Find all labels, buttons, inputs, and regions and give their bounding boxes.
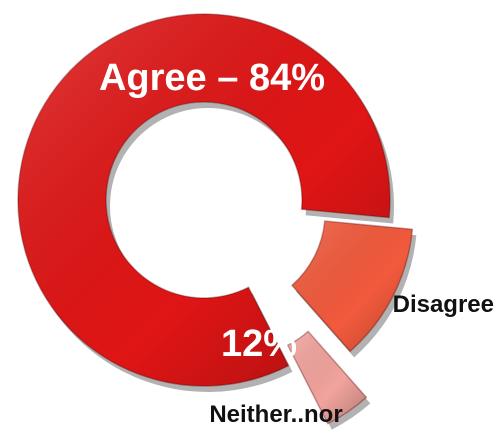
agree-slice-label: Agree – 84% [99, 57, 325, 99]
agree-slice-highlight [17, 13, 390, 386]
neither-label: Neither..nor [209, 401, 342, 428]
disagree-label: Disagree [393, 291, 494, 318]
neither-slice-highlight [291, 221, 413, 352]
disagree-slice-highlight [287, 331, 367, 424]
neither-slice-value-label: 12% [221, 323, 297, 365]
